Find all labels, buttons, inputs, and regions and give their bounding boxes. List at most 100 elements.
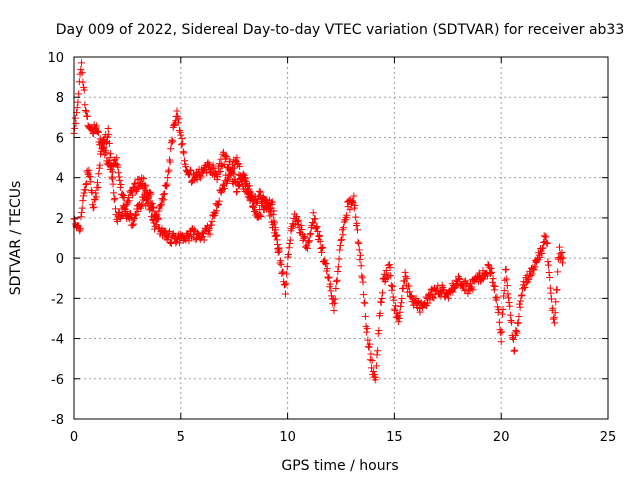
data-point xyxy=(511,346,519,354)
data-point xyxy=(539,244,547,252)
data-point xyxy=(358,274,366,282)
data-point xyxy=(130,220,138,228)
data-point xyxy=(555,243,563,251)
data-point xyxy=(107,150,115,158)
data-point xyxy=(395,315,403,323)
data-point xyxy=(112,160,120,168)
data-point xyxy=(505,298,513,306)
data-point xyxy=(81,186,89,194)
data-point xyxy=(154,215,162,223)
data-point xyxy=(91,196,99,204)
data-point xyxy=(150,203,158,211)
data-point xyxy=(82,181,90,189)
data-point xyxy=(315,232,323,240)
data-point xyxy=(96,161,104,169)
data-point xyxy=(144,194,152,202)
data-point xyxy=(514,319,522,327)
data-point xyxy=(104,125,112,133)
data-point xyxy=(215,197,223,205)
data-point xyxy=(391,307,399,315)
x-tick-label: 25 xyxy=(600,430,617,445)
data-point xyxy=(215,201,223,209)
data-point xyxy=(361,299,369,307)
data-point xyxy=(294,216,302,224)
data-point xyxy=(164,174,172,182)
data-point xyxy=(356,256,364,264)
data-point xyxy=(155,207,163,215)
x-tick-labels: 0 5 10 15 20 25 xyxy=(70,430,616,445)
data-point xyxy=(359,278,367,286)
data-point xyxy=(114,163,122,171)
data-point xyxy=(186,166,194,174)
data-point xyxy=(508,318,516,326)
data-point xyxy=(282,280,290,288)
data-point xyxy=(246,197,254,205)
data-point xyxy=(355,239,363,247)
data-point xyxy=(522,279,530,287)
data-point xyxy=(506,302,514,310)
data-point xyxy=(297,221,305,229)
data-point xyxy=(374,347,382,355)
data-point xyxy=(87,178,95,186)
data-point xyxy=(105,139,113,147)
data-point xyxy=(543,239,551,247)
data-point xyxy=(352,213,360,221)
data-point xyxy=(452,276,460,284)
data-point xyxy=(74,98,82,106)
data-point xyxy=(396,308,404,316)
data-point xyxy=(495,318,503,326)
data-point xyxy=(148,200,156,208)
data-point xyxy=(164,168,172,176)
data-point xyxy=(222,152,230,160)
data-point xyxy=(121,205,129,213)
data-point xyxy=(272,232,280,240)
data-point xyxy=(497,338,505,346)
data-point xyxy=(146,189,154,197)
data-point xyxy=(542,233,550,241)
chart-title: Day 009 of 2022, Sidereal Day-to-day VTE… xyxy=(56,22,625,38)
data-point xyxy=(389,293,397,301)
data-point xyxy=(257,212,265,220)
data-point xyxy=(558,248,566,256)
y-tick-label: -6 xyxy=(51,373,64,388)
data-point xyxy=(321,256,329,264)
data-point xyxy=(538,250,546,258)
data-point xyxy=(322,259,330,267)
data-point xyxy=(553,286,561,294)
data-point xyxy=(281,281,289,289)
data-point xyxy=(73,104,81,112)
data-point xyxy=(95,164,103,172)
data-point xyxy=(213,207,221,215)
data-point xyxy=(173,107,181,115)
data-point xyxy=(71,215,79,223)
plot-frame xyxy=(73,56,609,420)
data-point xyxy=(277,257,285,265)
data-point xyxy=(122,208,130,216)
data-point xyxy=(309,218,317,226)
data-point xyxy=(545,268,553,276)
data-point xyxy=(349,197,357,205)
data-point xyxy=(108,168,116,176)
data-point xyxy=(159,191,167,199)
data-point xyxy=(401,268,409,276)
data-point xyxy=(79,197,87,205)
data-point xyxy=(397,302,405,310)
data-point xyxy=(167,145,175,153)
data-point xyxy=(430,294,438,302)
data-point xyxy=(316,237,324,245)
data-point xyxy=(204,159,212,167)
data-point xyxy=(253,198,261,206)
data-point xyxy=(113,154,121,162)
data-point xyxy=(354,238,362,246)
data-point xyxy=(165,166,173,174)
data-point xyxy=(536,253,544,261)
data-point xyxy=(559,259,567,267)
data-point xyxy=(552,298,560,306)
data-point xyxy=(505,294,513,302)
data-point xyxy=(403,275,411,283)
x-tick-label: 15 xyxy=(386,430,403,445)
data-point xyxy=(207,221,215,229)
data-point xyxy=(77,213,85,221)
data-point xyxy=(233,154,241,162)
data-point xyxy=(333,277,341,285)
